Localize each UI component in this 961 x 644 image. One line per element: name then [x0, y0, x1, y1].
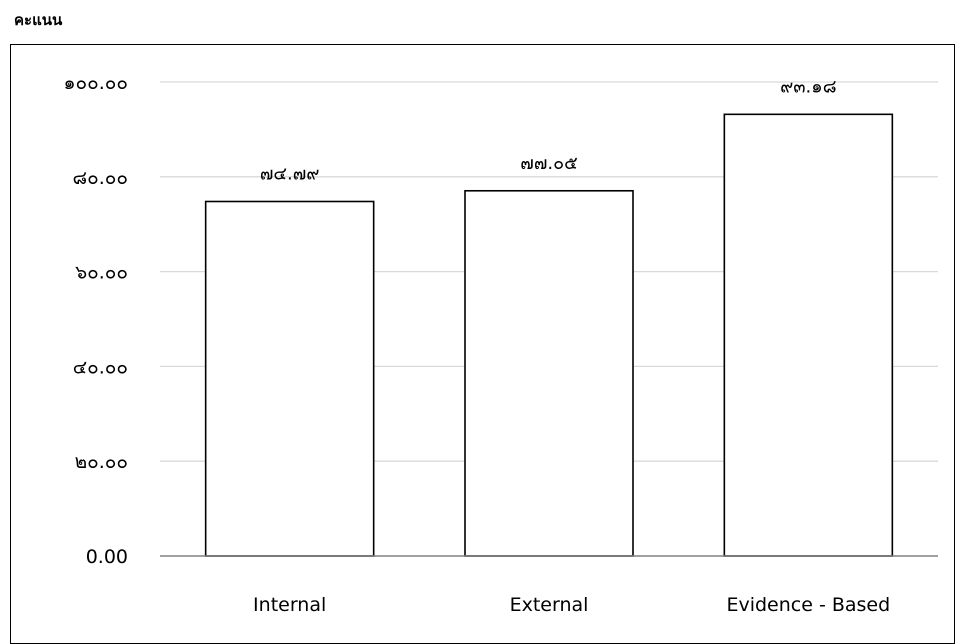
- x-tick-label: Evidence - Based: [726, 594, 890, 616]
- y-tick-label: ๔๐.๐๐: [73, 356, 128, 378]
- x-tick-label: Internal: [253, 594, 326, 616]
- data-label: ๗๗.๐๕: [520, 153, 577, 174]
- bar-external: [464, 189, 634, 557]
- y-axis-label: คะแนน: [14, 11, 63, 29]
- data-label: ๙๓.๑๘: [780, 76, 837, 97]
- bar-internal: [204, 200, 375, 557]
- y-tick-label: ๑๐๐.๐๐: [64, 72, 129, 94]
- data-label: ๗๔.๗๙: [260, 163, 320, 184]
- y-tick-label: ๖๐.๐๐: [75, 262, 128, 284]
- y-tick-label: ๘๐.๐๐: [73, 167, 129, 189]
- y-tick-label: ๒๐.๐๐: [75, 451, 128, 473]
- x-tick-label: External: [510, 594, 589, 616]
- bar-evidence-based: [723, 113, 894, 557]
- y-tick-label: 0.00: [86, 546, 128, 568]
